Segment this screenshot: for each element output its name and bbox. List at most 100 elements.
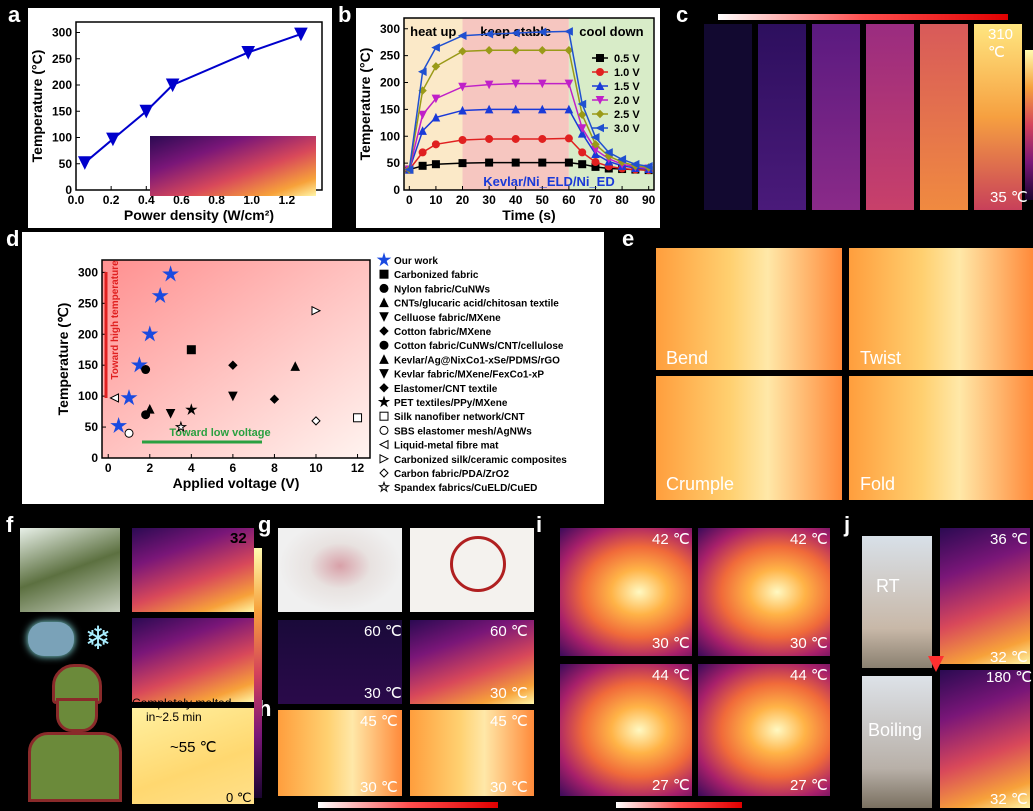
d-data-point xyxy=(165,408,176,419)
h-thermal-1 xyxy=(278,710,402,796)
a-data-point xyxy=(241,45,256,60)
caption-crumple: Crumple xyxy=(666,474,735,494)
b-data-point xyxy=(577,99,587,109)
b-data-point xyxy=(418,126,427,135)
d-legend-label: SBS elastomer mesh/AgNWs xyxy=(394,426,532,437)
d-ytick-label: 150 xyxy=(78,358,98,372)
i-thermal-3 xyxy=(560,664,692,796)
b-xtick-label: 80 xyxy=(615,193,629,207)
d-legend-label: Celluose fabric/MXene xyxy=(394,313,501,324)
b-data-point xyxy=(431,140,440,149)
b-data-point xyxy=(418,161,427,170)
d-legend-marker xyxy=(379,326,389,336)
caption-fold: Fold xyxy=(860,474,896,494)
d-data-point xyxy=(124,428,134,438)
d-data-point xyxy=(130,356,148,373)
g-thermal-1 xyxy=(278,620,402,704)
a-ytick-label: 50 xyxy=(59,157,73,171)
h-thermal-2 xyxy=(410,710,534,796)
i-thermal-2 xyxy=(698,528,830,656)
d-data-point xyxy=(228,391,238,402)
b-data-point xyxy=(431,43,440,52)
chart-d: 0 2 4 6 8 10 12 0 50 100 150 200 250 300 Applied volta… xyxy=(55,252,567,494)
j-boil-label: Boiling xyxy=(868,720,923,740)
snowflake-icon: ❄ xyxy=(84,620,112,656)
b-data-point xyxy=(617,155,627,164)
b-data-point xyxy=(458,136,467,145)
d-legend-label: Elastomer/CNT textile xyxy=(394,384,498,395)
d-legend-marker xyxy=(379,283,389,293)
b-data-point xyxy=(577,128,587,138)
d-xtick-label: 0 xyxy=(105,461,112,475)
a-data-point xyxy=(77,156,92,170)
b-legend-label: 1.5 V xyxy=(614,81,640,93)
a-ytick-label: 200 xyxy=(52,78,72,92)
d-legend-label: Our work xyxy=(394,256,438,267)
b-data-point xyxy=(537,79,547,89)
d-ytick-label: 50 xyxy=(85,420,99,434)
b-data-point xyxy=(564,27,573,36)
thermal-strip-5 xyxy=(920,24,968,210)
b-data-point xyxy=(538,134,547,143)
a-data-point xyxy=(106,132,120,147)
i-t3-min: 27 ℃ xyxy=(652,777,690,794)
d-xlabel: Applied voltage (V) xyxy=(173,475,300,491)
thermal-strip-6 xyxy=(974,24,1022,210)
d-data-point xyxy=(269,394,280,404)
b-ylabel: Temperature (°C) xyxy=(357,48,373,161)
a-ylabel: Temperature (°C) xyxy=(29,50,45,163)
a-xtick-label: 0.0 xyxy=(68,193,85,207)
d-legend-marker xyxy=(379,425,389,435)
panel-label-d: d xyxy=(6,226,20,251)
b-data-point xyxy=(511,46,520,55)
d-data-point xyxy=(141,365,151,375)
d-legend-label: Kevlar/Ag@NixCo1-xSe/PDMS/rGO xyxy=(394,355,560,366)
panel-label-j: j xyxy=(844,512,851,537)
chart-a: 0.0 0.2 0.4 0.6 0.8 1.0 1.2 0 50 100 150 200 250 300 P… xyxy=(29,21,323,223)
b-data-point xyxy=(484,29,494,39)
panel-e: Bend Twist Crumple Fold xyxy=(656,248,1033,500)
d-legend-marker xyxy=(379,312,389,322)
inset-heater-image xyxy=(150,136,316,196)
b-legend-marker xyxy=(595,123,604,133)
soldier-icon xyxy=(26,664,122,802)
panel-h: 45 ℃ 30 ℃ 45 ℃ 30 ℃ xyxy=(278,710,536,810)
c-min-label: 35 ℃ xyxy=(990,189,1028,206)
a-ytick-label: 150 xyxy=(52,104,72,118)
panel-label-a: a xyxy=(8,2,21,27)
f-min: 0 ℃ xyxy=(226,790,252,805)
f-thermal-mid xyxy=(132,618,254,702)
d-legend-marker xyxy=(378,439,389,450)
b-data-point xyxy=(417,67,427,77)
b-legend-label: 0.5 V xyxy=(614,53,640,65)
g-max-2: 60 ℃ xyxy=(490,623,528,640)
d-data-point xyxy=(109,393,119,403)
a-data-point xyxy=(165,78,180,93)
b-xtick-label: 10 xyxy=(429,193,443,207)
b-data-point xyxy=(458,105,467,115)
d-legend-marker xyxy=(379,354,389,364)
h-gradient-arrow xyxy=(318,802,498,808)
f-thermal-bottom xyxy=(132,708,254,804)
b-legend-marker xyxy=(595,96,605,105)
d-data-point xyxy=(311,416,321,426)
g-min-2: 30 ℃ xyxy=(490,685,528,702)
thermal-strip-2 xyxy=(758,24,806,210)
d-data-point xyxy=(120,389,138,406)
d-legend-marker xyxy=(379,297,389,308)
b-data-point xyxy=(418,148,427,157)
g-thermal-2 xyxy=(410,620,534,704)
b-data-point xyxy=(484,46,494,55)
d-legend-label: Carbonized fabric xyxy=(394,270,479,281)
b-data-point xyxy=(564,79,574,89)
b-data-point xyxy=(578,160,587,169)
b-data-point xyxy=(484,80,494,90)
b-legend-label: 2.5 V xyxy=(614,109,640,121)
thermal-strip-4 xyxy=(866,24,914,210)
h-min-2: 30 ℃ xyxy=(490,779,528,796)
h-max-1: 45 ℃ xyxy=(360,713,398,730)
b-data-point xyxy=(537,27,547,37)
g-min-1: 30 ℃ xyxy=(364,685,402,702)
a-xtick-label: 1.0 xyxy=(243,193,260,207)
